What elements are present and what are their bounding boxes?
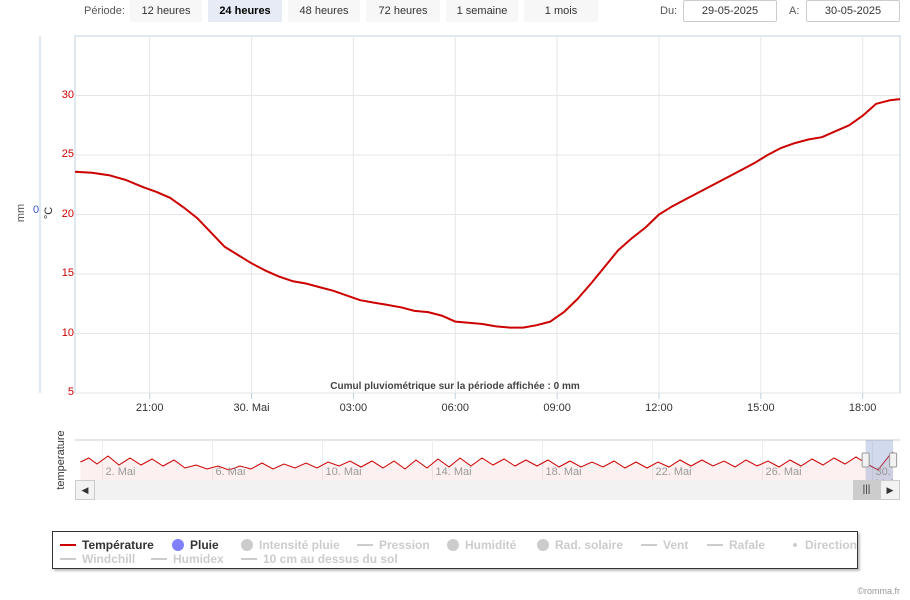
y-tick-label: 20 xyxy=(61,207,74,220)
legend-item-vent[interactable]: Vent xyxy=(641,538,688,552)
x-tick-label: 21:00 xyxy=(135,402,164,414)
legend-item-pluie[interactable]: Pluie xyxy=(172,538,219,552)
navigator-selection-mask xyxy=(865,440,894,480)
legend-symbol-icon xyxy=(241,558,257,560)
y-tick-label: 15 xyxy=(61,267,74,279)
main-grid xyxy=(39,35,901,399)
legend-item-pression[interactable]: Pression xyxy=(357,538,430,552)
y-axis-title-rain: mm xyxy=(15,203,28,223)
legend-symbol-icon xyxy=(60,544,76,546)
period-1month-button[interactable]: 1 mois xyxy=(524,0,598,22)
legend-symbol-icon xyxy=(241,539,253,551)
legend-item-10-cm-au-dessus-du-sol[interactable]: 10 cm au dessus du sol xyxy=(241,552,398,566)
navigator-x-tick-label: 18. Mai xyxy=(545,466,582,478)
y-tick-label: 30 xyxy=(61,88,74,101)
temperature-line xyxy=(74,98,901,329)
y-tick-label: 10 xyxy=(61,326,74,339)
legend-item-direction[interactable]: Direction xyxy=(787,538,857,552)
y-tick-label: 5 xyxy=(67,386,74,398)
navigator-x-tick-label: 22. Mai xyxy=(655,466,692,478)
x-tick-label: 12:00 xyxy=(645,402,673,414)
y-axis-rain-tick: 0 xyxy=(33,204,40,216)
legend-label: Humidité xyxy=(465,538,517,552)
period-24h-button[interactable]: 24 heures xyxy=(208,0,282,22)
x-tick-label: 06:00 xyxy=(441,402,469,414)
legend-item-température[interactable]: Température xyxy=(60,538,154,552)
rain-cumulative-note: Cumul pluviométrique sur la période affi… xyxy=(330,381,580,392)
legend-label: Température xyxy=(82,538,154,552)
scroll-right-button[interactable]: ▶ xyxy=(880,480,900,500)
legend-item-windchill[interactable]: Windchill xyxy=(60,552,135,566)
y-tick-label: 25 xyxy=(61,148,74,160)
scroll-left-button[interactable]: ◀ xyxy=(75,480,95,500)
x-tick-label: 03:00 xyxy=(339,402,368,414)
legend-label: Windchill xyxy=(82,552,136,566)
x-tick-label: 30. Mai xyxy=(233,402,270,414)
legend-label: Direction xyxy=(805,538,858,552)
navigator-x-tick-label: 14. Mai xyxy=(435,466,472,478)
legend-symbol-icon xyxy=(151,558,167,560)
legend-item-humidité[interactable]: Humidité xyxy=(447,538,516,552)
scrollbar-track[interactable] xyxy=(75,480,900,500)
legend-item-rafale[interactable]: Rafale xyxy=(707,538,765,552)
x-tick-label: 09:00 xyxy=(543,402,571,414)
period-72h-button[interactable]: 72 heures xyxy=(366,0,440,22)
period-12h-button[interactable]: 12 heures xyxy=(130,0,202,22)
legend-item-intensité-pluie[interactable]: Intensité pluie xyxy=(241,538,340,552)
legend-label: Rad. solaire xyxy=(555,538,624,552)
x-tick-label: 18:00 xyxy=(848,402,877,414)
legend-label: Humidex xyxy=(173,552,224,566)
from-date-input[interactable]: 29-05-2025 xyxy=(683,0,777,22)
legend-item-rad-solaire[interactable]: Rad. solaire xyxy=(537,538,623,552)
legend-symbol-icon xyxy=(447,539,459,551)
legend-symbol-icon xyxy=(793,543,797,547)
period-label: Période: xyxy=(84,5,125,17)
navigator-handle-left xyxy=(861,452,870,468)
legend-symbol-icon xyxy=(707,544,723,546)
legend-label: Pression xyxy=(379,538,430,552)
period-48h-button[interactable]: 48 heures xyxy=(288,0,360,22)
period-1week-button[interactable]: 1 semaine xyxy=(446,0,518,22)
to-label: A: xyxy=(789,5,800,17)
navigator-grid xyxy=(75,439,900,480)
navigator-x-tick-label: 10. Mai xyxy=(325,466,362,478)
to-date-input[interactable]: 30-05-2025 xyxy=(806,0,900,22)
legend-symbol-icon xyxy=(172,539,184,551)
main-chart xyxy=(39,35,901,399)
legend-item-humidex[interactable]: Humidex xyxy=(151,552,224,566)
navigator-temperature-area xyxy=(80,452,894,480)
navigator-handle-right xyxy=(889,452,898,468)
legend-symbol-icon xyxy=(357,544,373,546)
navigator-x-tick-label: 6. Mai xyxy=(215,466,246,478)
legend-label: Intensité pluie xyxy=(259,538,340,552)
navigator-chart[interactable] xyxy=(0,430,910,510)
from-label: Du: xyxy=(660,5,678,17)
navigator-x-tick-label: 26. Mai xyxy=(765,466,802,478)
scrollbar-thumb[interactable]: ||| xyxy=(853,480,880,500)
y-axis-title-temperature: °C xyxy=(43,206,56,220)
navigator-x-tick-label: 2. Mai xyxy=(105,466,136,478)
navigator-y-title: temperature xyxy=(55,430,67,490)
legend-symbol-icon xyxy=(60,558,76,560)
credits[interactable]: ©romma.fr xyxy=(857,586,900,596)
navigator-temperature-line xyxy=(80,451,894,471)
legend-symbol-icon xyxy=(641,544,657,546)
legend-label: Rafale xyxy=(729,538,766,552)
legend-symbol-icon xyxy=(537,539,549,551)
legend-label: 10 cm au dessus du sol xyxy=(263,552,398,566)
legend-label: Vent xyxy=(663,538,689,552)
x-tick-label: 15:00 xyxy=(747,402,775,414)
legend-label: Pluie xyxy=(190,538,219,552)
